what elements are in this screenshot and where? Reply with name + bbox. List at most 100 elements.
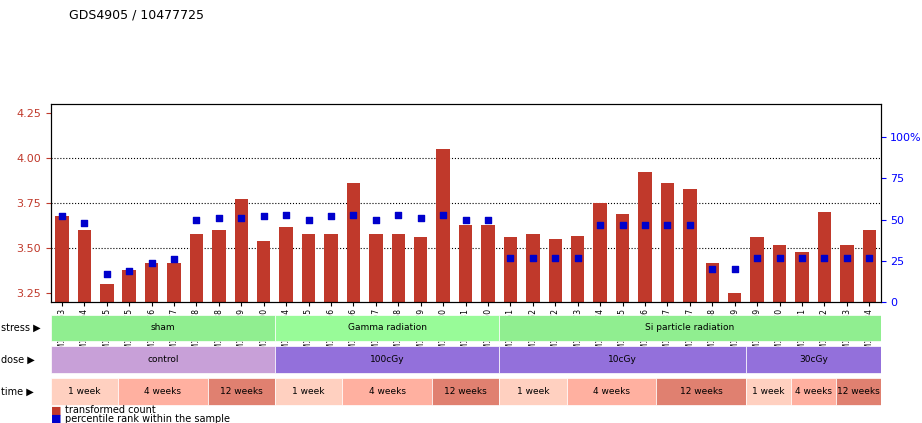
Point (615, 221, 630, 228)
Bar (369, 234, 383, 302)
Bar (190, 234, 203, 302)
Point (503, 254, 518, 261)
Point (391, 211, 406, 218)
Bar (325, 234, 337, 302)
Text: stress ▶: stress ▶ (1, 323, 41, 333)
FancyBboxPatch shape (566, 378, 656, 404)
Bar (279, 227, 293, 302)
Point (682, 221, 697, 228)
Bar (796, 252, 809, 302)
Bar (751, 237, 764, 302)
Point (324, 213, 338, 220)
Bar (392, 234, 405, 302)
FancyBboxPatch shape (835, 378, 881, 404)
Point (100, 271, 114, 277)
Bar (594, 203, 607, 302)
Text: 4 weeks: 4 weeks (593, 387, 630, 396)
Point (122, 268, 136, 275)
Text: Si particle radiation: Si particle radiation (645, 323, 735, 332)
FancyBboxPatch shape (791, 378, 835, 404)
Point (54, 213, 69, 220)
Point (840, 254, 855, 261)
Text: 12 weeks: 12 weeks (220, 387, 263, 396)
Point (862, 254, 877, 261)
Point (593, 221, 608, 228)
FancyBboxPatch shape (432, 378, 499, 404)
Text: 4 weeks: 4 weeks (145, 387, 182, 396)
Text: Gamma radiation: Gamma radiation (348, 323, 427, 332)
Text: 12 weeks: 12 weeks (680, 387, 723, 396)
Bar (503, 237, 517, 302)
Point (413, 214, 428, 221)
Bar (301, 234, 315, 302)
Point (727, 266, 742, 273)
Bar (257, 241, 270, 302)
Point (526, 254, 540, 261)
Point (638, 221, 653, 228)
Bar (638, 172, 652, 302)
Point (278, 211, 293, 218)
Point (795, 254, 810, 261)
Point (660, 221, 675, 228)
Point (705, 266, 720, 273)
Bar (55, 216, 68, 302)
Text: 12 weeks: 12 weeks (836, 387, 880, 396)
FancyBboxPatch shape (499, 346, 746, 373)
FancyBboxPatch shape (656, 378, 746, 404)
Text: sham: sham (150, 323, 175, 332)
Text: 1 week: 1 week (516, 387, 550, 396)
FancyBboxPatch shape (342, 378, 432, 404)
Bar (414, 237, 428, 302)
Bar (234, 199, 248, 302)
Text: time ▶: time ▶ (1, 386, 34, 396)
Text: 4 weeks: 4 weeks (369, 387, 406, 396)
Point (346, 211, 361, 218)
Text: control: control (148, 355, 179, 364)
Point (571, 254, 585, 261)
Point (211, 214, 226, 221)
Text: 4 weeks: 4 weeks (795, 387, 832, 396)
Point (301, 216, 316, 223)
Point (189, 216, 204, 223)
Bar (167, 263, 181, 302)
FancyBboxPatch shape (51, 378, 118, 404)
Bar (773, 244, 786, 302)
Bar (705, 263, 719, 302)
Text: 1 week: 1 week (292, 387, 325, 396)
Bar (728, 294, 741, 302)
Bar (481, 225, 495, 302)
Bar (549, 239, 562, 302)
Bar (661, 183, 674, 302)
FancyBboxPatch shape (118, 378, 207, 404)
FancyBboxPatch shape (51, 346, 275, 373)
Text: 100cGy: 100cGy (370, 355, 405, 364)
Text: dose ▶: dose ▶ (1, 354, 35, 365)
Bar (100, 284, 113, 302)
Text: transformed count: transformed count (65, 405, 155, 415)
Point (480, 216, 495, 223)
Text: 1 week: 1 week (68, 387, 100, 396)
Text: 10cGy: 10cGy (609, 355, 637, 364)
FancyBboxPatch shape (275, 315, 499, 341)
FancyBboxPatch shape (275, 346, 499, 373)
Bar (123, 270, 136, 302)
Bar (571, 236, 585, 302)
Point (817, 254, 832, 261)
Point (436, 211, 451, 218)
Point (458, 216, 473, 223)
Text: ■: ■ (51, 414, 61, 423)
Point (369, 216, 384, 223)
Bar (683, 189, 697, 302)
Point (256, 213, 271, 220)
Text: ■: ■ (51, 405, 61, 415)
Point (548, 254, 562, 261)
Point (773, 254, 787, 261)
FancyBboxPatch shape (499, 315, 881, 341)
FancyBboxPatch shape (275, 378, 342, 404)
Bar (77, 230, 91, 302)
Text: 30cGy: 30cGy (798, 355, 828, 364)
FancyBboxPatch shape (207, 378, 275, 404)
FancyBboxPatch shape (499, 378, 566, 404)
Bar (616, 214, 630, 302)
Point (144, 259, 159, 266)
